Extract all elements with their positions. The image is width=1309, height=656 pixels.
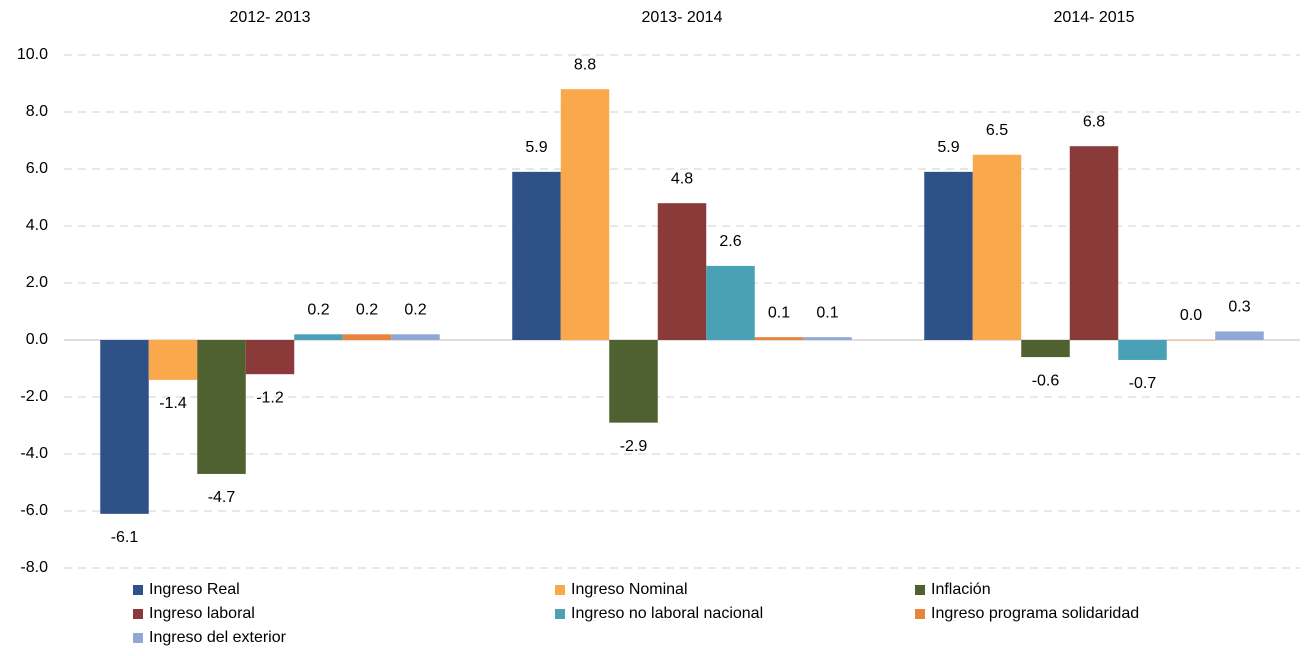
bar bbox=[391, 334, 440, 340]
value-label: 0.1 bbox=[768, 304, 790, 321]
legend-swatch bbox=[133, 633, 143, 643]
bar bbox=[803, 337, 852, 340]
bar bbox=[512, 171, 561, 340]
category-label: 2014- 2015 bbox=[1054, 9, 1135, 26]
value-label: 0.0 bbox=[1180, 307, 1202, 324]
y-tick-label: -2.0 bbox=[20, 388, 48, 405]
value-label: 0.2 bbox=[356, 302, 378, 319]
bar bbox=[1166, 340, 1216, 341]
y-tick-label: 6.0 bbox=[26, 160, 48, 177]
bar bbox=[148, 340, 198, 380]
legend-swatch bbox=[915, 585, 925, 595]
bar bbox=[245, 340, 295, 375]
value-label: 6.5 bbox=[986, 122, 1008, 139]
category-label: 2013- 2014 bbox=[642, 9, 723, 26]
value-label: 0.1 bbox=[816, 304, 838, 321]
legend-label: Ingreso Real bbox=[149, 581, 240, 598]
y-tick-label: -8.0 bbox=[20, 559, 48, 576]
legend-swatch bbox=[133, 585, 143, 595]
bar bbox=[972, 154, 1022, 340]
value-label: 0.2 bbox=[404, 302, 426, 319]
legend-swatch bbox=[555, 585, 565, 595]
value-label: -1.4 bbox=[159, 395, 187, 412]
bar bbox=[1069, 146, 1119, 340]
value-label: 6.8 bbox=[1083, 113, 1105, 130]
value-label: -0.7 bbox=[1129, 375, 1157, 392]
bar bbox=[560, 89, 610, 340]
value-label: 2.6 bbox=[719, 233, 741, 250]
legend-label: Inflación bbox=[931, 581, 991, 598]
legend-label: Ingreso laboral bbox=[149, 605, 255, 622]
bar bbox=[609, 340, 658, 423]
bar bbox=[342, 334, 392, 340]
value-label: -6.1 bbox=[111, 529, 139, 546]
legend-swatch bbox=[555, 609, 565, 619]
legend-label: Ingreso del exterior bbox=[149, 629, 287, 646]
bar bbox=[1021, 340, 1070, 358]
y-tick-label: 8.0 bbox=[26, 103, 48, 120]
bar bbox=[1215, 331, 1264, 340]
value-label: -0.6 bbox=[1032, 372, 1060, 389]
value-label: -1.2 bbox=[256, 389, 284, 406]
bar bbox=[100, 340, 149, 514]
y-tick-label: 4.0 bbox=[26, 217, 48, 234]
y-tick-label: -4.0 bbox=[20, 445, 48, 462]
value-label: 5.9 bbox=[937, 139, 959, 156]
legend-swatch bbox=[915, 609, 925, 619]
bar bbox=[197, 340, 246, 474]
legend-label: Ingreso programa solidaridad bbox=[931, 605, 1139, 622]
value-label: 4.8 bbox=[671, 170, 693, 187]
value-label: 8.8 bbox=[574, 56, 596, 73]
value-label: 0.3 bbox=[1228, 299, 1250, 316]
y-tick-label: 2.0 bbox=[26, 274, 48, 291]
value-label: 0.2 bbox=[307, 302, 329, 319]
bar bbox=[1118, 340, 1167, 360]
legend-swatch bbox=[133, 609, 143, 619]
bar bbox=[924, 171, 973, 340]
bar bbox=[657, 203, 707, 340]
bar bbox=[706, 265, 755, 340]
value-label: 5.9 bbox=[525, 139, 547, 156]
value-label: -4.7 bbox=[208, 489, 236, 506]
y-tick-label: 10.0 bbox=[17, 46, 48, 63]
category-label: 2012- 2013 bbox=[230, 9, 311, 26]
legend-label: Ingreso no laboral nacional bbox=[571, 605, 763, 622]
y-tick-label: 0.0 bbox=[26, 331, 48, 348]
bar bbox=[754, 337, 804, 340]
y-tick-label: -6.0 bbox=[20, 502, 48, 519]
value-label: -2.9 bbox=[620, 438, 648, 455]
legend-label: Ingreso Nominal bbox=[571, 581, 688, 598]
bar bbox=[294, 334, 343, 340]
